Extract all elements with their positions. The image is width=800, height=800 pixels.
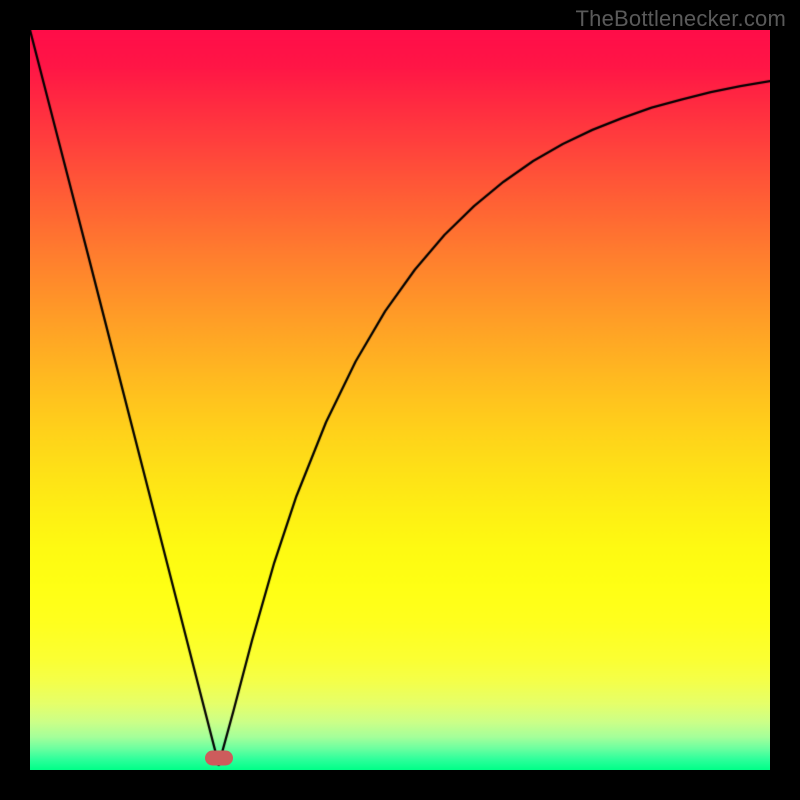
minimum-marker: [205, 751, 233, 766]
watermark-text: TheBottlenecker.com: [576, 6, 786, 32]
gradient-background: [30, 30, 770, 770]
plot-area: [30, 30, 770, 770]
